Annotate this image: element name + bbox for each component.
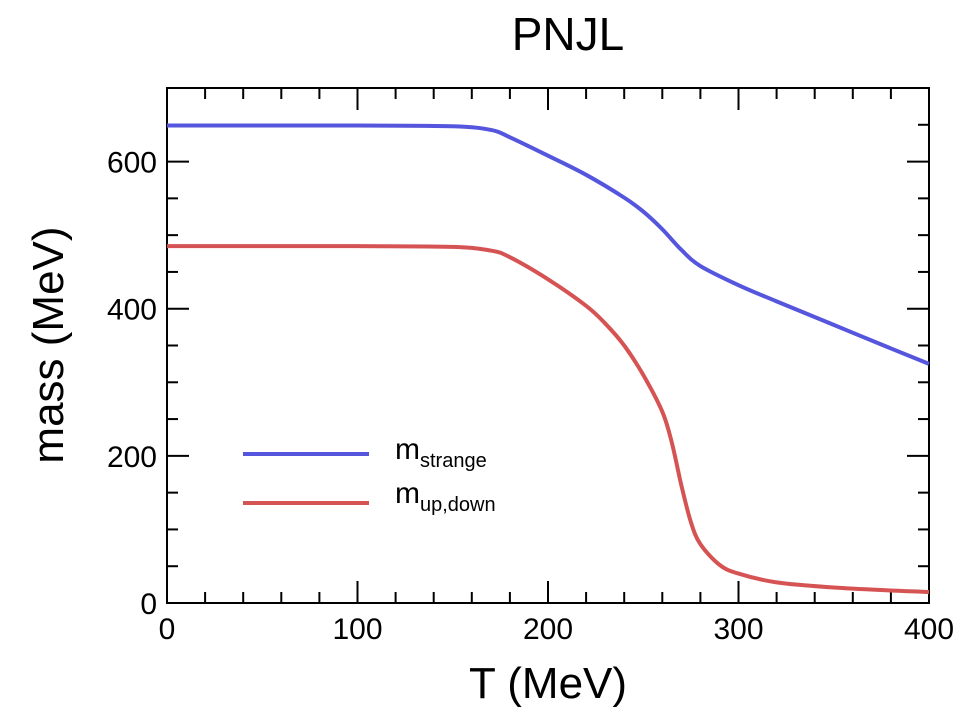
x-tick-label: 200 [523,613,573,646]
y-tick-label: 0 [140,588,157,621]
axis-tick-labels: 0 100 200 300 400 0 200 400 600 [107,147,954,646]
series-line-up-down [166,244,930,594]
axis-ticks [166,87,930,604]
y-tick-label: 400 [107,294,157,327]
x-tick-label: 400 [904,613,954,646]
y-tick-label: 200 [107,441,157,474]
plot-frame [166,87,930,604]
chart-title: PNJL [512,8,624,60]
legend-label-strange: mstrange [395,433,487,472]
x-tick-label: 300 [713,613,763,646]
legend: mstrange mup,down [243,433,496,516]
series-line-strange [167,123,930,366]
y-axis-label: mass (MeV) [24,226,73,463]
x-tick-label: 0 [159,613,176,646]
x-axis-label: T (MeV) [469,659,627,708]
data-series [166,123,930,594]
x-tick-label: 100 [332,613,382,646]
y-tick-label: 600 [107,147,157,180]
legend-label-up-down: mup,down [395,477,496,516]
